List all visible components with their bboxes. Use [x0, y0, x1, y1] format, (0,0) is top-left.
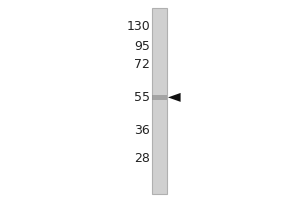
Text: 55: 55: [134, 91, 150, 104]
Text: 36: 36: [134, 123, 150, 136]
Polygon shape: [168, 93, 181, 102]
Bar: [152, 8, 167, 194]
Text: 72: 72: [134, 58, 150, 71]
Text: 130: 130: [126, 20, 150, 32]
Text: 28: 28: [134, 152, 150, 164]
Bar: [152, 95, 167, 100]
Text: 95: 95: [134, 40, 150, 52]
